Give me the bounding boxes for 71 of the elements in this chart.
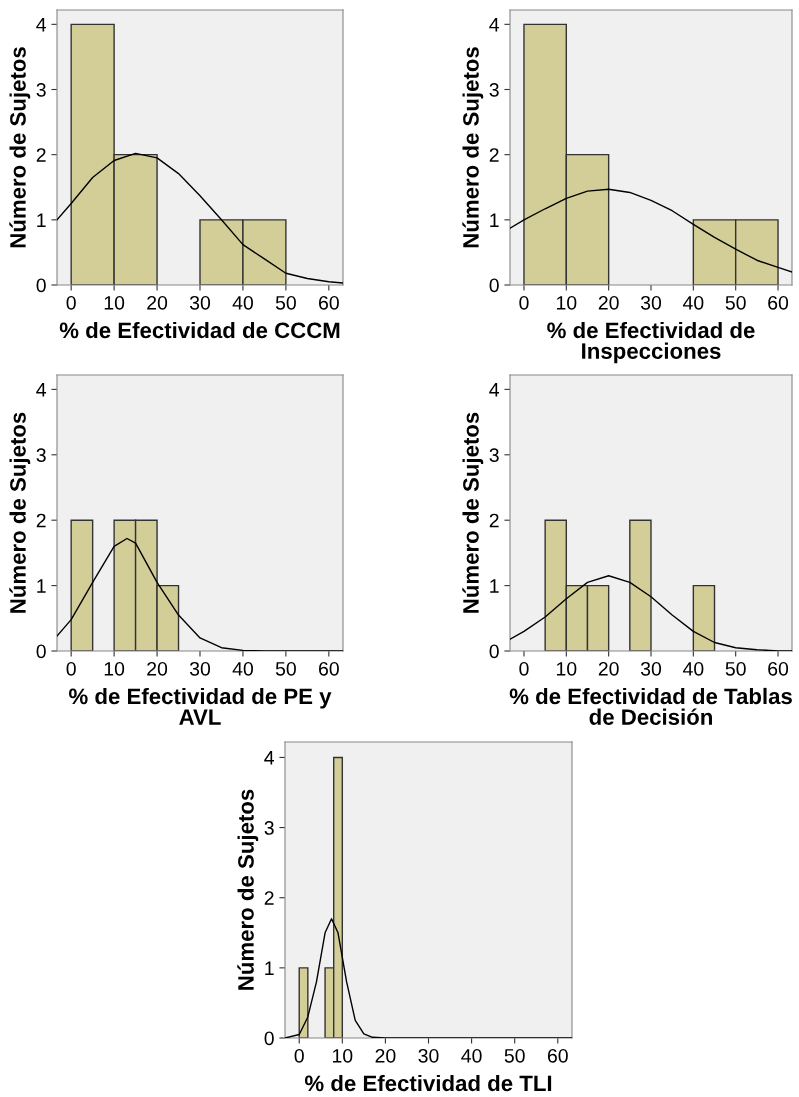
x-tick-label: 60 — [547, 1048, 568, 1063]
x-tick-label: 40 — [232, 661, 253, 676]
x-axis-title: % de Efectividad de Tablas de Decisión — [509, 687, 792, 725]
y-axis-title: Número de Sujetos — [9, 47, 31, 248]
y-tick-label: 3 — [36, 448, 46, 463]
x-tick-label: 60 — [768, 295, 789, 310]
x-axis-title: % de Efectividad de PE y AVL — [69, 687, 332, 725]
y-tick-label: 1 — [37, 579, 46, 593]
y-tick-label: 3 — [489, 82, 499, 97]
x-tick-label: 20 — [375, 1048, 396, 1063]
y-tick-label: 1 — [490, 213, 499, 227]
x-tick-label: 20 — [598, 295, 619, 310]
y-tick-label: 1 — [37, 213, 46, 227]
x-tick-label: 0 — [66, 295, 76, 310]
x-tick-label: 0 — [519, 661, 529, 676]
y-axis-title: Número de Sujetos — [9, 412, 31, 613]
y-tick-label: 2 — [264, 891, 274, 905]
x-tick-label: 30 — [189, 295, 211, 310]
y-axis-title: Número de Sujetos — [237, 789, 259, 990]
y-tick-label: 1 — [265, 961, 274, 975]
x-tick-label: 20 — [598, 661, 619, 676]
x-tick-label: 0 — [66, 661, 76, 676]
x-tick-label: 50 — [725, 661, 746, 676]
x-tick-label: 60 — [768, 661, 789, 676]
y-axis-title: Número de Sujetos — [462, 412, 484, 613]
x-axis-title: % de Efectividad de TLI — [304, 1074, 552, 1092]
x-tick-label: 20 — [147, 295, 168, 310]
y-axis-title: Número de Sujetos — [462, 47, 484, 248]
x-tick-label: 40 — [682, 661, 704, 676]
y-tick-label: 4 — [264, 751, 275, 765]
x-tick-label: 40 — [232, 295, 253, 310]
y-tick-label: 2 — [36, 148, 46, 162]
x-tick-label: 50 — [275, 661, 296, 676]
x-axis-title: % de Efectividad de CCCM — [59, 321, 340, 339]
y-tick-label: 2 — [489, 148, 499, 162]
y-tick-label: 2 — [36, 513, 46, 528]
x-tick-label: 60 — [319, 661, 339, 676]
x-tick-label: 10 — [104, 661, 125, 676]
y-tick-label: 0 — [489, 278, 499, 293]
y-tick-label: 4 — [36, 18, 47, 32]
y-tick-label: 3 — [36, 82, 46, 97]
line-series — [510, 188, 792, 273]
y-tick-label: 3 — [489, 448, 499, 463]
y-tick-label: 0 — [36, 644, 46, 659]
x-tick-label: 30 — [189, 661, 211, 676]
y-tick-label: 4 — [489, 18, 500, 32]
x-tick-label: 30 — [640, 295, 662, 310]
x-tick-label: 30 — [640, 661, 662, 676]
x-tick-label: 50 — [725, 295, 746, 310]
x-tick-label: 0 — [519, 295, 529, 310]
x-tick-label: 60 — [319, 295, 339, 310]
x-tick-label: 10 — [332, 1048, 353, 1063]
y-tick-label: 4 — [36, 383, 47, 397]
y-tick-label: 1 — [490, 579, 499, 593]
x-axis-title: % de Efectividad de Inspecciones — [547, 321, 755, 364]
x-tick-label: 10 — [556, 661, 577, 676]
x-tick-label: 10 — [104, 295, 125, 310]
x-tick-label: 30 — [418, 1048, 439, 1063]
x-tick-label: 40 — [461, 1048, 482, 1063]
x-tick-label: 40 — [682, 295, 704, 310]
x-tick-label: 0 — [294, 1048, 304, 1063]
x-tick-label: 20 — [147, 661, 168, 676]
x-tick-label: 50 — [275, 295, 296, 310]
y-tick-label: 0 — [36, 278, 46, 293]
x-tick-label: 10 — [556, 295, 577, 310]
y-tick-label: 0 — [264, 1031, 274, 1046]
x-tick-label: 50 — [504, 1048, 525, 1063]
y-tick-label: 2 — [489, 513, 499, 528]
y-tick-label: 3 — [264, 821, 274, 835]
y-tick-label: 4 — [489, 383, 500, 397]
y-tick-label: 0 — [489, 644, 499, 659]
